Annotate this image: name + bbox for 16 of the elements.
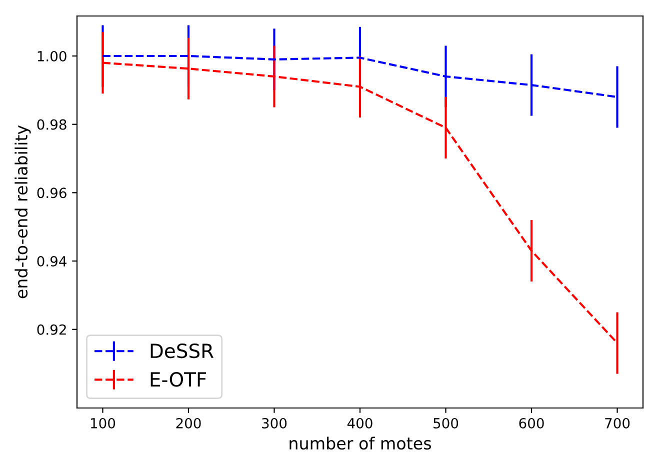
- y-tick-label: 0.92: [37, 324, 66, 335]
- legend-label: E-OTF: [150, 372, 206, 387]
- y-tick-label: 0.94: [37, 256, 66, 267]
- x-tick-label: 700: [605, 418, 630, 428]
- y-tick-label: 0.96: [37, 188, 66, 198]
- y-tick-label: 1.00: [38, 50, 66, 62]
- x-axis-title: number of motes: [290, 436, 431, 450]
- x-tick-label: 100: [91, 418, 116, 428]
- x-tick-label: 600: [519, 418, 544, 428]
- x-tick-label: 400: [347, 418, 372, 428]
- x-tick-label: 200: [176, 418, 201, 428]
- y-tick-label: 0.98: [37, 119, 66, 130]
- x-tick-label: 500: [434, 418, 458, 428]
- y-axis-title: end-to-end reliability: [14, 125, 31, 298]
- legend-label: DeSSR: [150, 343, 214, 358]
- x-tick-label: 300: [262, 418, 287, 428]
